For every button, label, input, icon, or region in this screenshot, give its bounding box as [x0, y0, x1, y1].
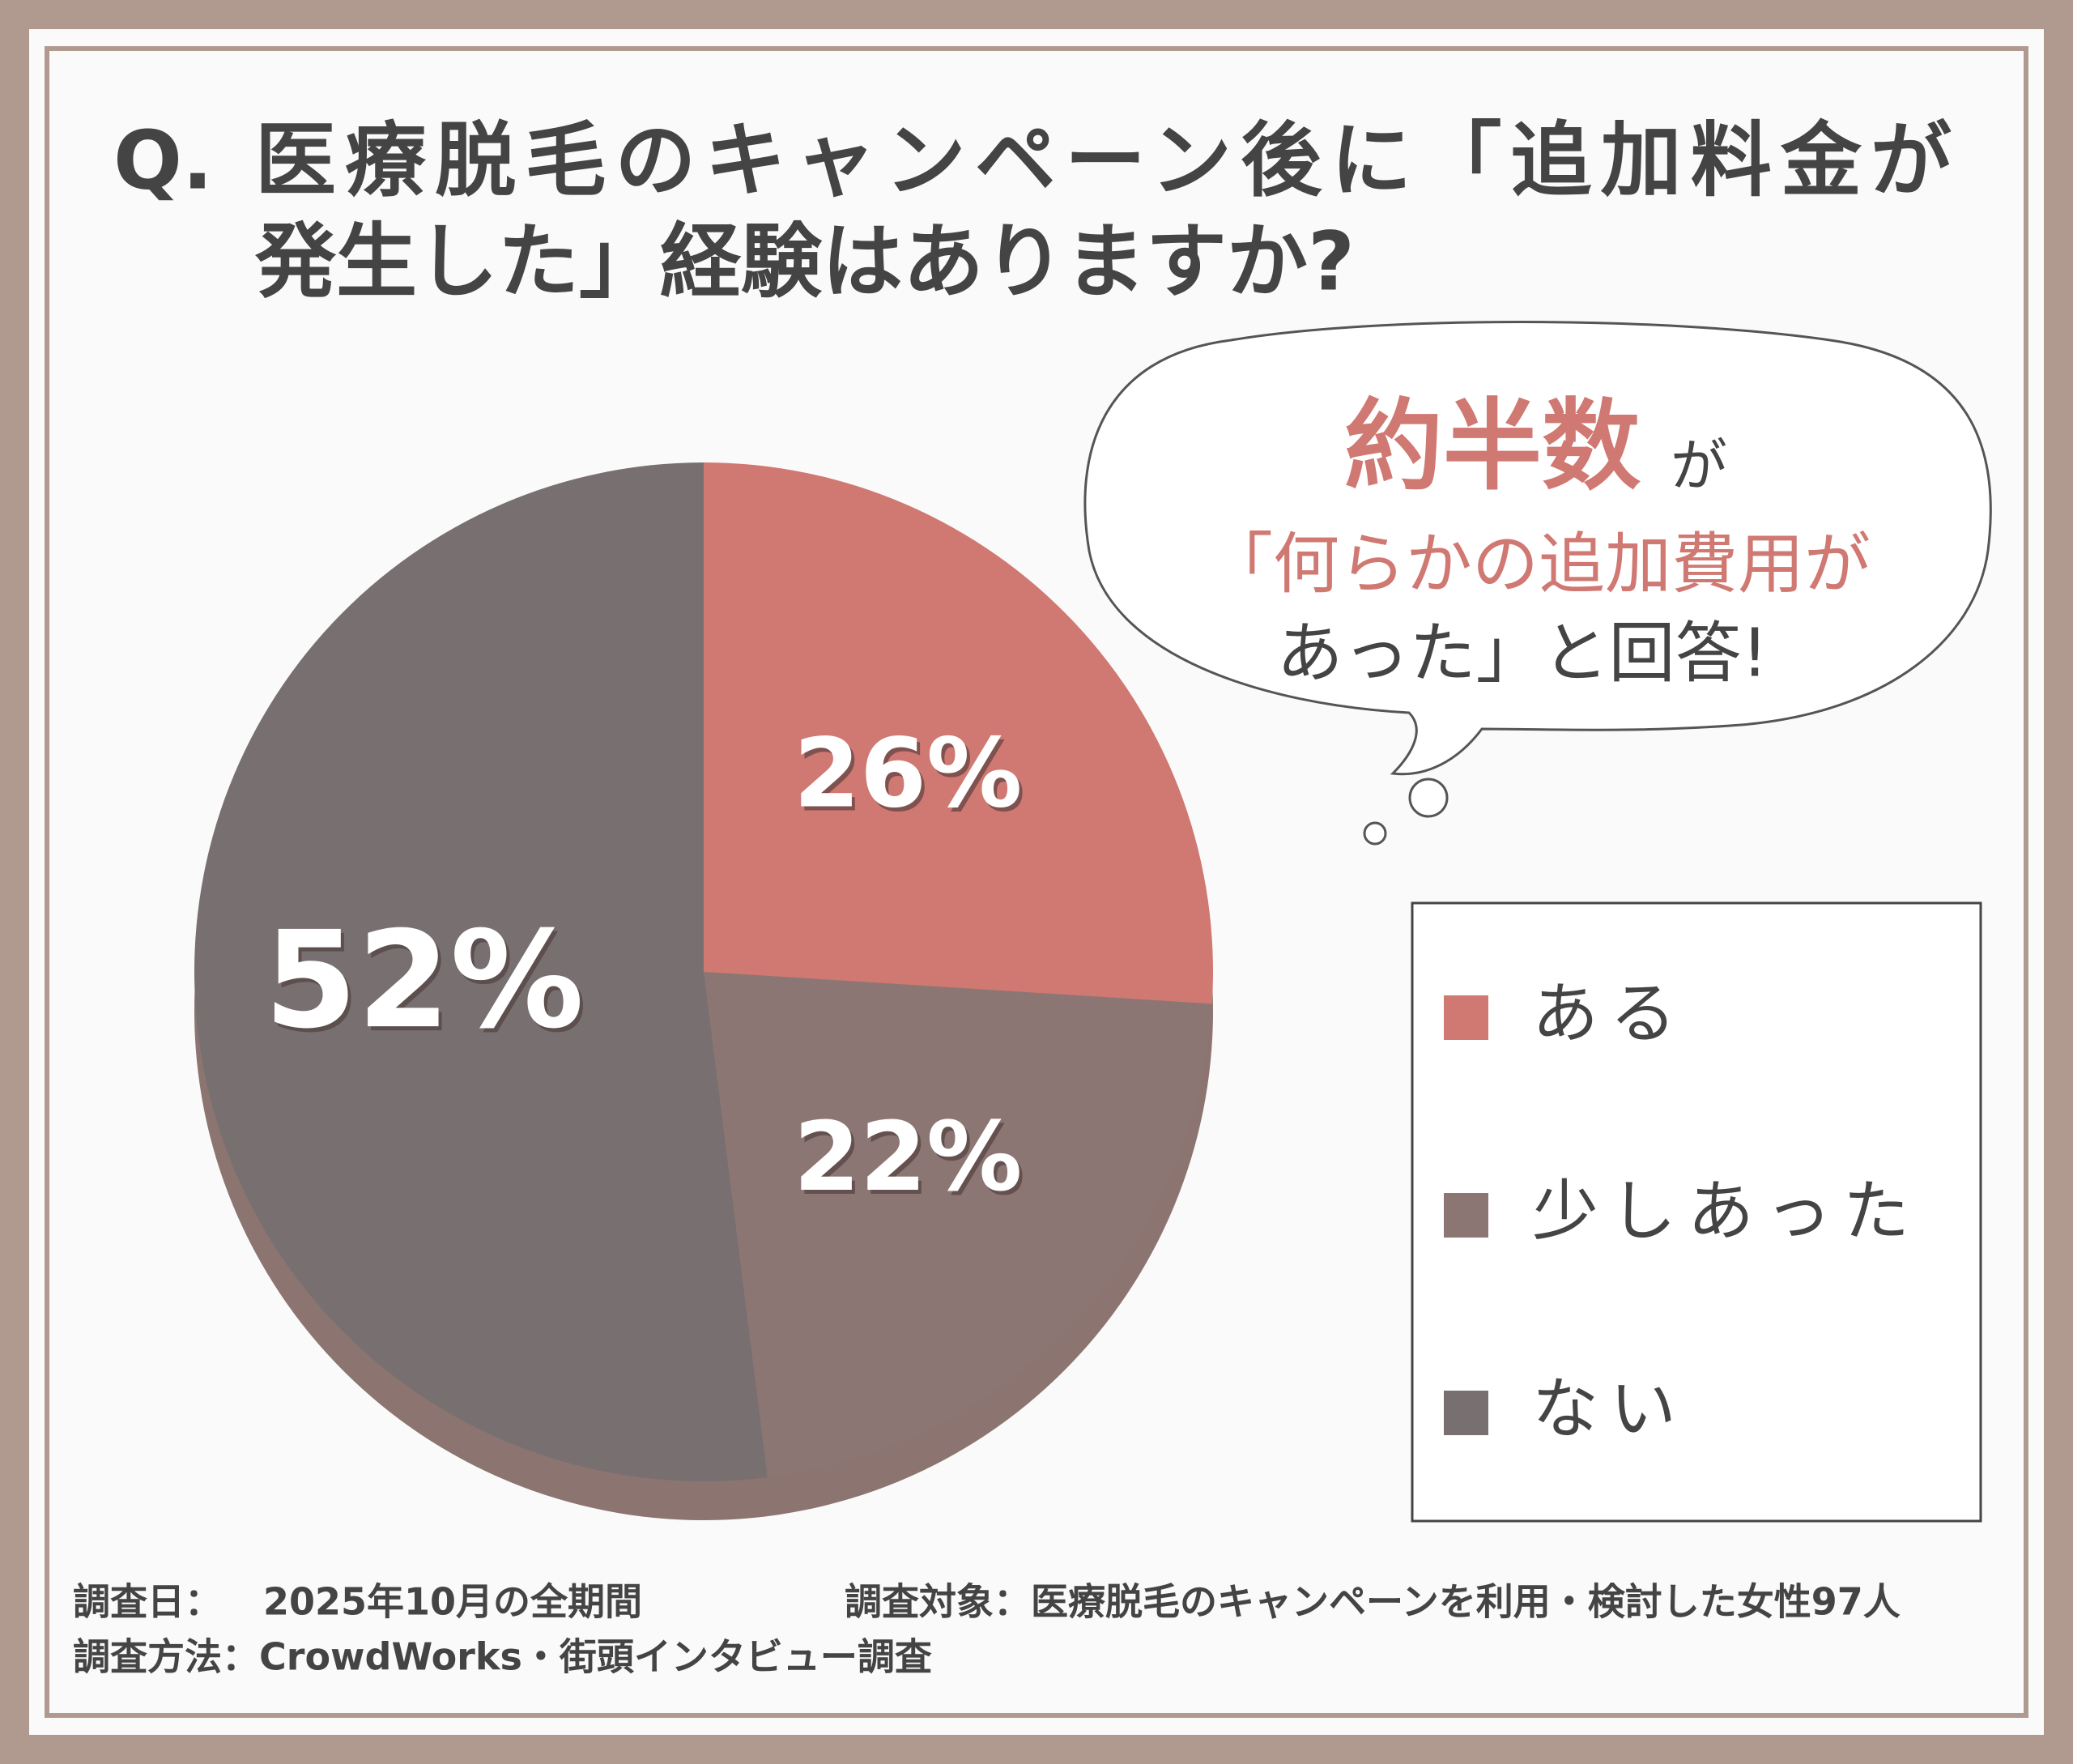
footer-label: 調査日： [73, 1580, 222, 1624]
panel-border [45, 46, 2028, 1718]
callout-bubble [1083, 321, 1992, 776]
value-label: 52% [264, 902, 584, 1058]
title: 医療脱毛のキャンペーン後に「追加料金が [255, 113, 1952, 207]
legend-swatch [1444, 1193, 1488, 1238]
footer-text: 調査対象：医療脱毛のキャンペーンを利用・検討した女性97人 [845, 1580, 1901, 1624]
callout-text: あった」と回答! [1277, 615, 1769, 692]
legend-label: ない [1532, 1370, 1688, 1447]
pie-slice [704, 462, 1213, 1004]
callout-particle: が [1671, 432, 1727, 499]
pie-slice [704, 972, 1212, 1478]
footer-text: 調査方法：CrowdWorks・街頭インタビュー調査 [73, 1635, 932, 1679]
title: 発生した」経験はありますか? [255, 214, 1355, 309]
legend-label: 少しあった [1532, 1173, 1921, 1250]
legend-label: ある [1532, 975, 1688, 1052]
pie: 26%26% 22%22% 52%52% [194, 462, 1213, 1520]
callout-dot [1363, 821, 1387, 846]
value-label: 22% [794, 1101, 1022, 1212]
callout-dot [1408, 778, 1449, 818]
legend-swatch [1444, 1391, 1488, 1435]
legend-swatch [1444, 995, 1488, 1040]
value-label-shadow: 22% [797, 1105, 1025, 1216]
value-label-shadow: 52% [267, 906, 587, 1062]
callout-highlight: 約半数 [1344, 389, 1641, 504]
value-label: 26% [794, 717, 1022, 829]
footer-text: 2025年10月の全期間 [263, 1580, 642, 1624]
title-prefix: Q. [113, 113, 213, 207]
legend [1411, 901, 1982, 1523]
value-label-shadow: 26% [797, 721, 1025, 833]
pie-slice [194, 462, 768, 1481]
callout-text: 「何らかの追加費用が [1207, 526, 1871, 603]
